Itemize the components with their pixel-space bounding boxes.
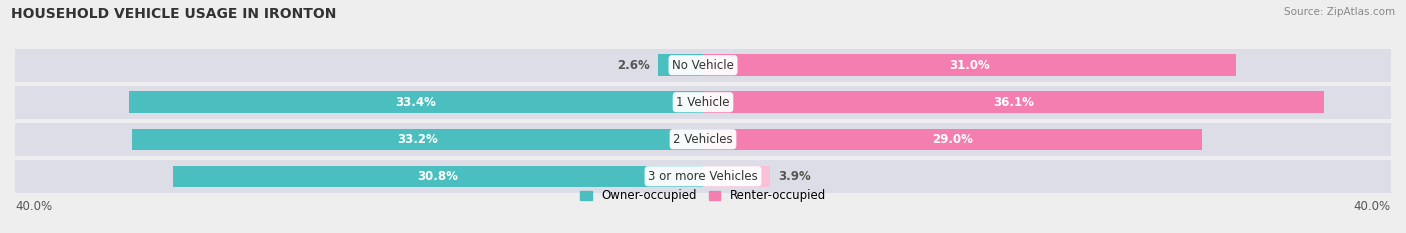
Bar (703, 160, 1391, 193)
Bar (128, 92, 703, 113)
Bar (703, 92, 1324, 113)
Text: 2.6%: 2.6% (617, 59, 650, 72)
Text: HOUSEHOLD VEHICLE USAGE IN IRONTON: HOUSEHOLD VEHICLE USAGE IN IRONTON (11, 7, 336, 21)
Text: 40.0%: 40.0% (15, 200, 52, 213)
Text: 40.0%: 40.0% (1354, 200, 1391, 213)
Bar (703, 86, 1391, 119)
Text: 30.8%: 30.8% (418, 170, 458, 183)
Bar (703, 55, 1236, 76)
Bar (703, 48, 1391, 82)
Text: 33.4%: 33.4% (395, 96, 436, 109)
Bar (15, 123, 703, 156)
Bar (132, 129, 703, 150)
Bar (703, 165, 770, 187)
Bar (15, 160, 703, 193)
Text: 2 Vehicles: 2 Vehicles (673, 133, 733, 146)
Text: No Vehicle: No Vehicle (672, 59, 734, 72)
Text: 29.0%: 29.0% (932, 133, 973, 146)
Bar (658, 55, 703, 76)
Text: 3.9%: 3.9% (779, 170, 811, 183)
Legend: Owner-occupied, Renter-occupied: Owner-occupied, Renter-occupied (575, 185, 831, 207)
Bar (703, 129, 1202, 150)
Bar (15, 86, 703, 119)
Text: 36.1%: 36.1% (993, 96, 1033, 109)
Bar (173, 165, 703, 187)
Text: Source: ZipAtlas.com: Source: ZipAtlas.com (1284, 7, 1395, 17)
Bar (15, 48, 703, 82)
Bar (703, 123, 1391, 156)
Text: 33.2%: 33.2% (396, 133, 437, 146)
Text: 3 or more Vehicles: 3 or more Vehicles (648, 170, 758, 183)
Text: 31.0%: 31.0% (949, 59, 990, 72)
Text: 1 Vehicle: 1 Vehicle (676, 96, 730, 109)
